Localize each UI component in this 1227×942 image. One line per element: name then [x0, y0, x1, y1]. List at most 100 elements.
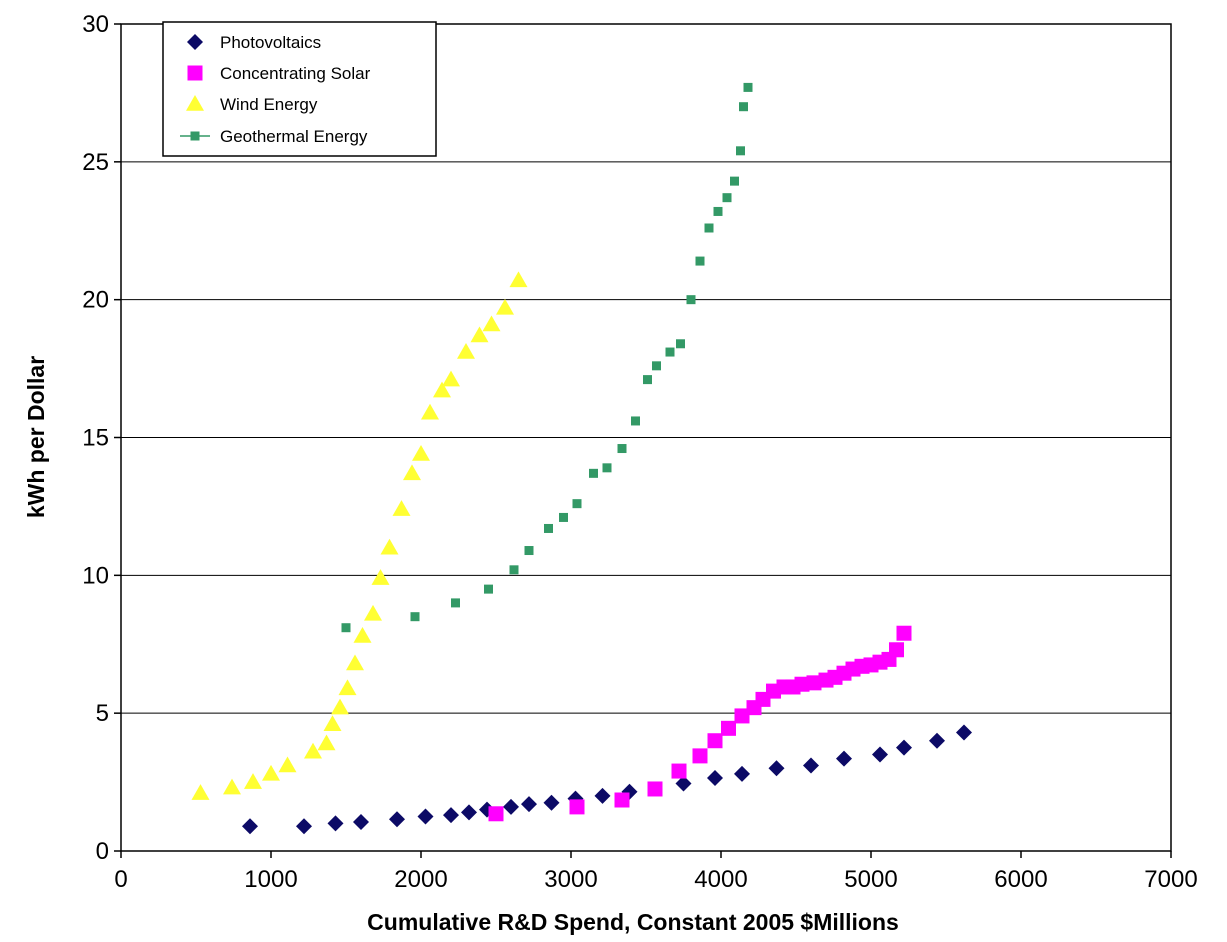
data-point-wind-energy	[371, 569, 390, 585]
data-point-wind-energy	[442, 370, 460, 387]
legend-label-geothermal-energy: Geothermal Energy	[220, 127, 368, 146]
series-wind-energy	[191, 271, 528, 800]
data-point-photovoltaics	[296, 818, 312, 835]
data-point-geothermal-energy	[695, 256, 705, 266]
data-point-photovoltaics	[461, 804, 477, 821]
data-point-geothermal-energy	[544, 523, 553, 533]
data-point-wind-energy	[457, 343, 475, 359]
data-point-concentrating-solar	[671, 763, 687, 779]
gridlines	[121, 161, 1171, 714]
data-point-photovoltaics	[417, 808, 434, 825]
data-point-geothermal-energy	[451, 598, 460, 608]
data-point-wind-energy	[346, 654, 364, 671]
data-point-photovoltaics	[594, 787, 611, 804]
data-point-photovoltaics	[707, 769, 723, 786]
data-point-concentrating-solar	[707, 733, 723, 749]
data-point-photovoltaics	[443, 807, 459, 824]
x-tick-label: 4000	[694, 866, 747, 893]
y-tick-label: 20	[82, 287, 109, 314]
data-point-concentrating-solar	[569, 799, 585, 815]
data-point-wind-energy	[304, 742, 322, 759]
x-axis-title: Cumulative R&D Spend, Constant 2005 $Mil…	[367, 909, 899, 935]
data-point-geothermal-energy	[410, 612, 420, 622]
data-point-geothermal-energy	[652, 361, 661, 371]
x-tick-label: 2000	[394, 866, 447, 893]
series-photovoltaics	[242, 724, 972, 835]
legend-marker-concentrating-solar	[187, 65, 203, 81]
legend: Photovoltaics Concentrating Solar Wind E…	[162, 21, 437, 157]
data-point-wind-energy	[364, 604, 382, 621]
legend-label-photovoltaics: Photovoltaics	[220, 33, 321, 52]
data-point-geothermal-energy	[736, 146, 745, 156]
data-point-photovoltaics	[353, 814, 369, 831]
x-tick-label: 5000	[844, 866, 897, 893]
data-point-photovoltaics	[956, 724, 972, 741]
data-point-wind-energy	[338, 679, 357, 696]
data-point-geothermal-energy	[341, 623, 351, 633]
data-point-photovoltaics	[929, 732, 945, 749]
data-point-wind-energy	[244, 773, 262, 789]
data-point-photovoltaics	[896, 739, 912, 756]
data-point-wind-energy	[496, 298, 514, 315]
y-tick-label: 10	[82, 562, 109, 589]
x-tick-label: 3000	[544, 866, 597, 893]
y-axis: 0 5 10 15 20 25 30	[82, 11, 121, 865]
data-point-wind-energy	[331, 698, 349, 715]
data-point-geothermal-energy	[730, 176, 739, 186]
legend-marker-photovoltaics	[187, 34, 203, 50]
data-point-geothermal-energy	[524, 546, 534, 556]
data-point-wind-energy	[482, 315, 501, 332]
data-point-geothermal-energy	[704, 223, 714, 233]
data-point-concentrating-solar	[806, 675, 822, 691]
y-tick-label: 5	[96, 700, 109, 727]
data-point-geothermal-energy	[559, 512, 568, 522]
data-point-geothermal-energy	[602, 463, 612, 473]
y-tick-label: 25	[82, 149, 109, 176]
data-point-geothermal-energy	[572, 499, 582, 509]
data-point-wind-energy	[323, 715, 342, 731]
x-tick-label: 1000	[244, 866, 297, 893]
data-point-photovoltaics	[803, 757, 819, 774]
data-point-wind-energy	[392, 500, 411, 516]
data-point-photovoltaics	[521, 796, 537, 813]
data-point-geothermal-energy	[589, 468, 598, 478]
series-geothermal-energy	[341, 82, 753, 633]
data-point-geothermal-energy	[722, 193, 732, 203]
data-point-photovoltaics	[675, 775, 692, 792]
data-point-wind-energy	[191, 784, 210, 800]
data-point-concentrating-solar	[614, 792, 630, 808]
data-point-photovoltaics	[768, 760, 785, 777]
data-point-wind-energy	[317, 734, 336, 751]
legend-marker-geothermal-energy	[190, 131, 200, 141]
data-point-geothermal-energy	[713, 206, 723, 216]
data-point-geothermal-energy	[665, 347, 675, 357]
series-layer	[191, 82, 972, 835]
y-tick-label: 15	[82, 425, 109, 452]
data-point-wind-energy	[412, 445, 430, 461]
x-tick-label: 6000	[994, 866, 1047, 893]
data-point-photovoltaics	[389, 811, 405, 828]
data-point-geothermal-energy	[509, 565, 519, 575]
data-point-concentrating-solar	[488, 806, 504, 822]
data-point-wind-energy	[421, 403, 439, 420]
data-point-wind-energy	[262, 764, 280, 781]
data-point-wind-energy	[278, 756, 297, 773]
data-point-geothermal-energy	[643, 375, 652, 385]
data-point-geothermal-energy	[484, 584, 493, 594]
data-point-wind-energy	[223, 778, 241, 795]
x-tick-label: 7000	[1144, 866, 1197, 893]
y-axis-title: kWh per Dollar	[23, 356, 49, 518]
data-point-photovoltaics	[734, 765, 750, 782]
data-point-geothermal-energy	[676, 339, 685, 349]
data-point-concentrating-solar	[721, 720, 736, 736]
data-point-wind-energy	[470, 326, 489, 343]
y-tick-label: 30	[82, 11, 109, 38]
data-point-concentrating-solar	[794, 676, 810, 692]
x-axis: 0 1000 2000 3000 4000 5000 6000 7000	[114, 851, 1198, 893]
data-point-concentrating-solar	[889, 642, 904, 658]
series-concentrating-solar	[488, 625, 912, 822]
y-tick-label: 0	[96, 838, 109, 865]
data-point-geothermal-energy	[631, 416, 640, 426]
legend-label-concentrating-solar: Concentrating Solar	[220, 64, 371, 83]
